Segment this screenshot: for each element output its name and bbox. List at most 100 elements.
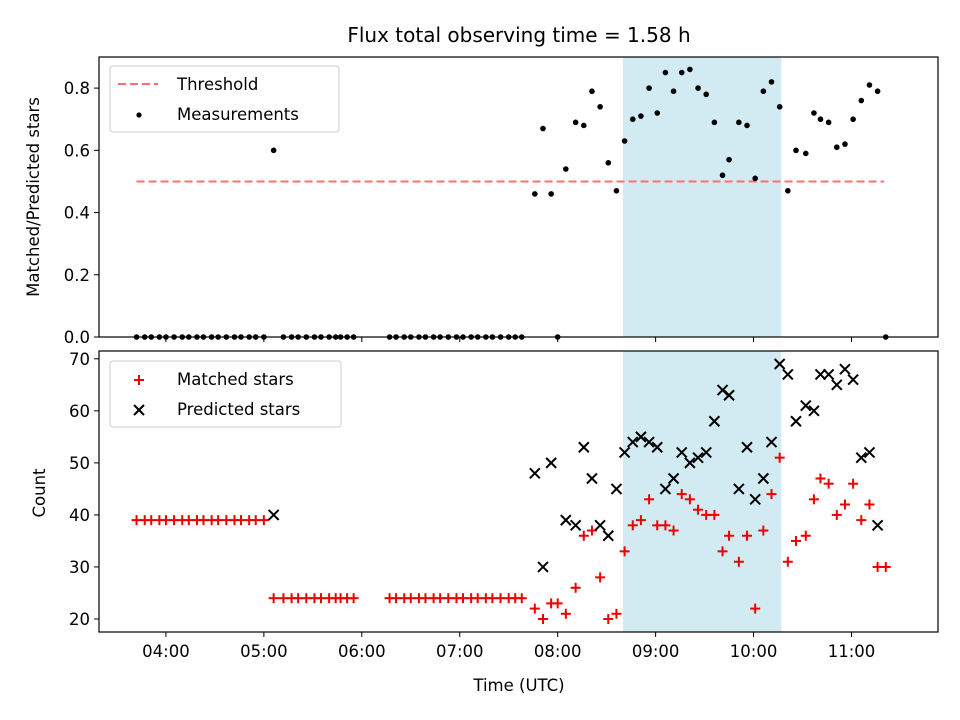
predicted-star-point xyxy=(773,358,786,370)
legend-predicted-swatch xyxy=(133,404,145,416)
x-tick-label: 06:00 xyxy=(338,642,386,661)
bottom-legend-frame xyxy=(109,360,342,428)
matched-star-point xyxy=(733,556,744,567)
predicted-star-point xyxy=(537,561,549,573)
measurement-point xyxy=(589,88,595,95)
y-tick-label: 0.2 xyxy=(64,266,90,285)
matched-star-point xyxy=(815,473,826,484)
chart-title: Flux total observing time = 1.58 h xyxy=(347,23,690,47)
legend-threshold-label: Threshold xyxy=(176,75,258,94)
measurement-point xyxy=(532,191,538,197)
measurement-point xyxy=(711,119,718,126)
measurement-point xyxy=(629,116,636,123)
measurement-point xyxy=(817,116,824,123)
matched-star-point xyxy=(717,546,728,557)
legend-measurements-label: Measurements xyxy=(177,105,299,124)
predicted-star-point xyxy=(741,441,753,453)
predicted-star-point xyxy=(692,451,704,464)
measurement-point xyxy=(695,85,701,91)
y-tick-label: 50 xyxy=(69,454,90,473)
x-tick-label: 05:00 xyxy=(240,642,288,661)
legend-predicted-marker xyxy=(133,404,145,416)
y-tick-label: 0.0 xyxy=(64,328,90,347)
matched-star-point xyxy=(724,530,735,541)
matched-star-point xyxy=(516,593,527,604)
matched-star-point xyxy=(348,593,359,604)
measurement-point xyxy=(825,119,832,126)
measurement-point xyxy=(744,122,750,129)
matched-star-point xyxy=(750,603,761,614)
measurement-point xyxy=(811,110,817,116)
measurement-point xyxy=(776,103,783,110)
matched-star-point xyxy=(268,593,279,604)
bottom-y-ticks: 20 30 40 50 60 70 xyxy=(69,350,99,629)
matched-star-point xyxy=(668,525,679,536)
matched-star-point xyxy=(635,515,646,526)
predicted-star-point xyxy=(602,530,614,542)
measurement-point xyxy=(874,88,881,95)
legend-matched-swatch xyxy=(134,375,144,385)
measurement-point xyxy=(654,110,661,116)
predicted-star-point xyxy=(267,509,280,521)
measurement-point xyxy=(638,113,644,119)
matched-star-point xyxy=(709,509,720,520)
measurement-point xyxy=(548,191,554,197)
measurement-point xyxy=(736,119,742,126)
measurement-point xyxy=(858,97,865,104)
matched-star-point xyxy=(800,530,811,541)
predicted-star-point xyxy=(545,457,557,469)
bottom-y-axis-label: Count xyxy=(30,468,49,518)
measurement-point xyxy=(646,85,652,91)
matched-star-point xyxy=(258,515,269,526)
matched-star-point xyxy=(603,613,614,624)
measurement-point xyxy=(866,82,873,88)
matched-star-point xyxy=(880,561,891,572)
predicted-star-point xyxy=(708,415,721,427)
bottom-legend: Matched stars Predicted stars xyxy=(109,360,342,428)
predicted-star-point xyxy=(676,446,688,459)
measurement-point xyxy=(597,103,603,110)
y-tick-label: 20 xyxy=(69,610,90,629)
measurement-point xyxy=(768,79,775,85)
matched-star-point xyxy=(660,520,671,531)
x-tick-label: 09:00 xyxy=(632,642,680,661)
top-y-ticks: 0.0 0.2 0.4 0.6 0.8 xyxy=(64,79,99,347)
matched-star-point xyxy=(848,478,859,489)
measurement-point xyxy=(670,88,677,95)
predicted-star-point xyxy=(700,446,712,459)
measurement-point xyxy=(540,125,546,132)
predicted-star-point xyxy=(627,436,639,448)
x-tick-label: 10:00 xyxy=(730,642,778,661)
predicted-star-point xyxy=(569,519,582,532)
matched-star-points xyxy=(131,452,891,624)
predicted-star-point xyxy=(855,451,867,464)
predicted-star-point xyxy=(594,519,606,532)
predicted-star-point xyxy=(814,368,827,381)
matched-star-point xyxy=(644,494,655,505)
matched-star-point xyxy=(693,504,704,515)
bottom-panel: 04:00 05:00 06:00 07:00 08:00 09:00 10:00 11:00… xyxy=(30,350,939,695)
matched-star-point xyxy=(856,515,867,526)
x-tick-label: 11:00 xyxy=(828,642,876,661)
matched-star-point xyxy=(864,499,875,510)
predicted-star-point xyxy=(610,483,623,495)
predicted-star-point xyxy=(529,467,541,479)
predicted-star-point xyxy=(822,368,835,381)
predicted-star-point xyxy=(618,446,631,459)
top-legend: Threshold Measurements xyxy=(109,65,340,133)
predicted-star-point xyxy=(765,436,778,448)
matched-star-point xyxy=(782,556,793,567)
matched-star-point xyxy=(766,489,777,500)
top-legend-frame xyxy=(109,65,340,133)
legend-matched-marker xyxy=(134,375,144,385)
predicted-star-point xyxy=(651,441,663,453)
x-tick-label: 08:00 xyxy=(534,642,582,661)
x-axis-label: Time (UTC) xyxy=(472,676,564,695)
bottom-x-ticks: 04:00 05:00 06:00 07:00 08:00 09:00 10:00 11:00 xyxy=(142,632,875,661)
measurement-point xyxy=(270,147,277,154)
measurement-point xyxy=(678,69,685,76)
matched-star-point xyxy=(684,494,695,505)
matched-star-point xyxy=(676,489,687,500)
predicted-star-point xyxy=(733,483,745,495)
matched-star-point xyxy=(774,452,785,463)
